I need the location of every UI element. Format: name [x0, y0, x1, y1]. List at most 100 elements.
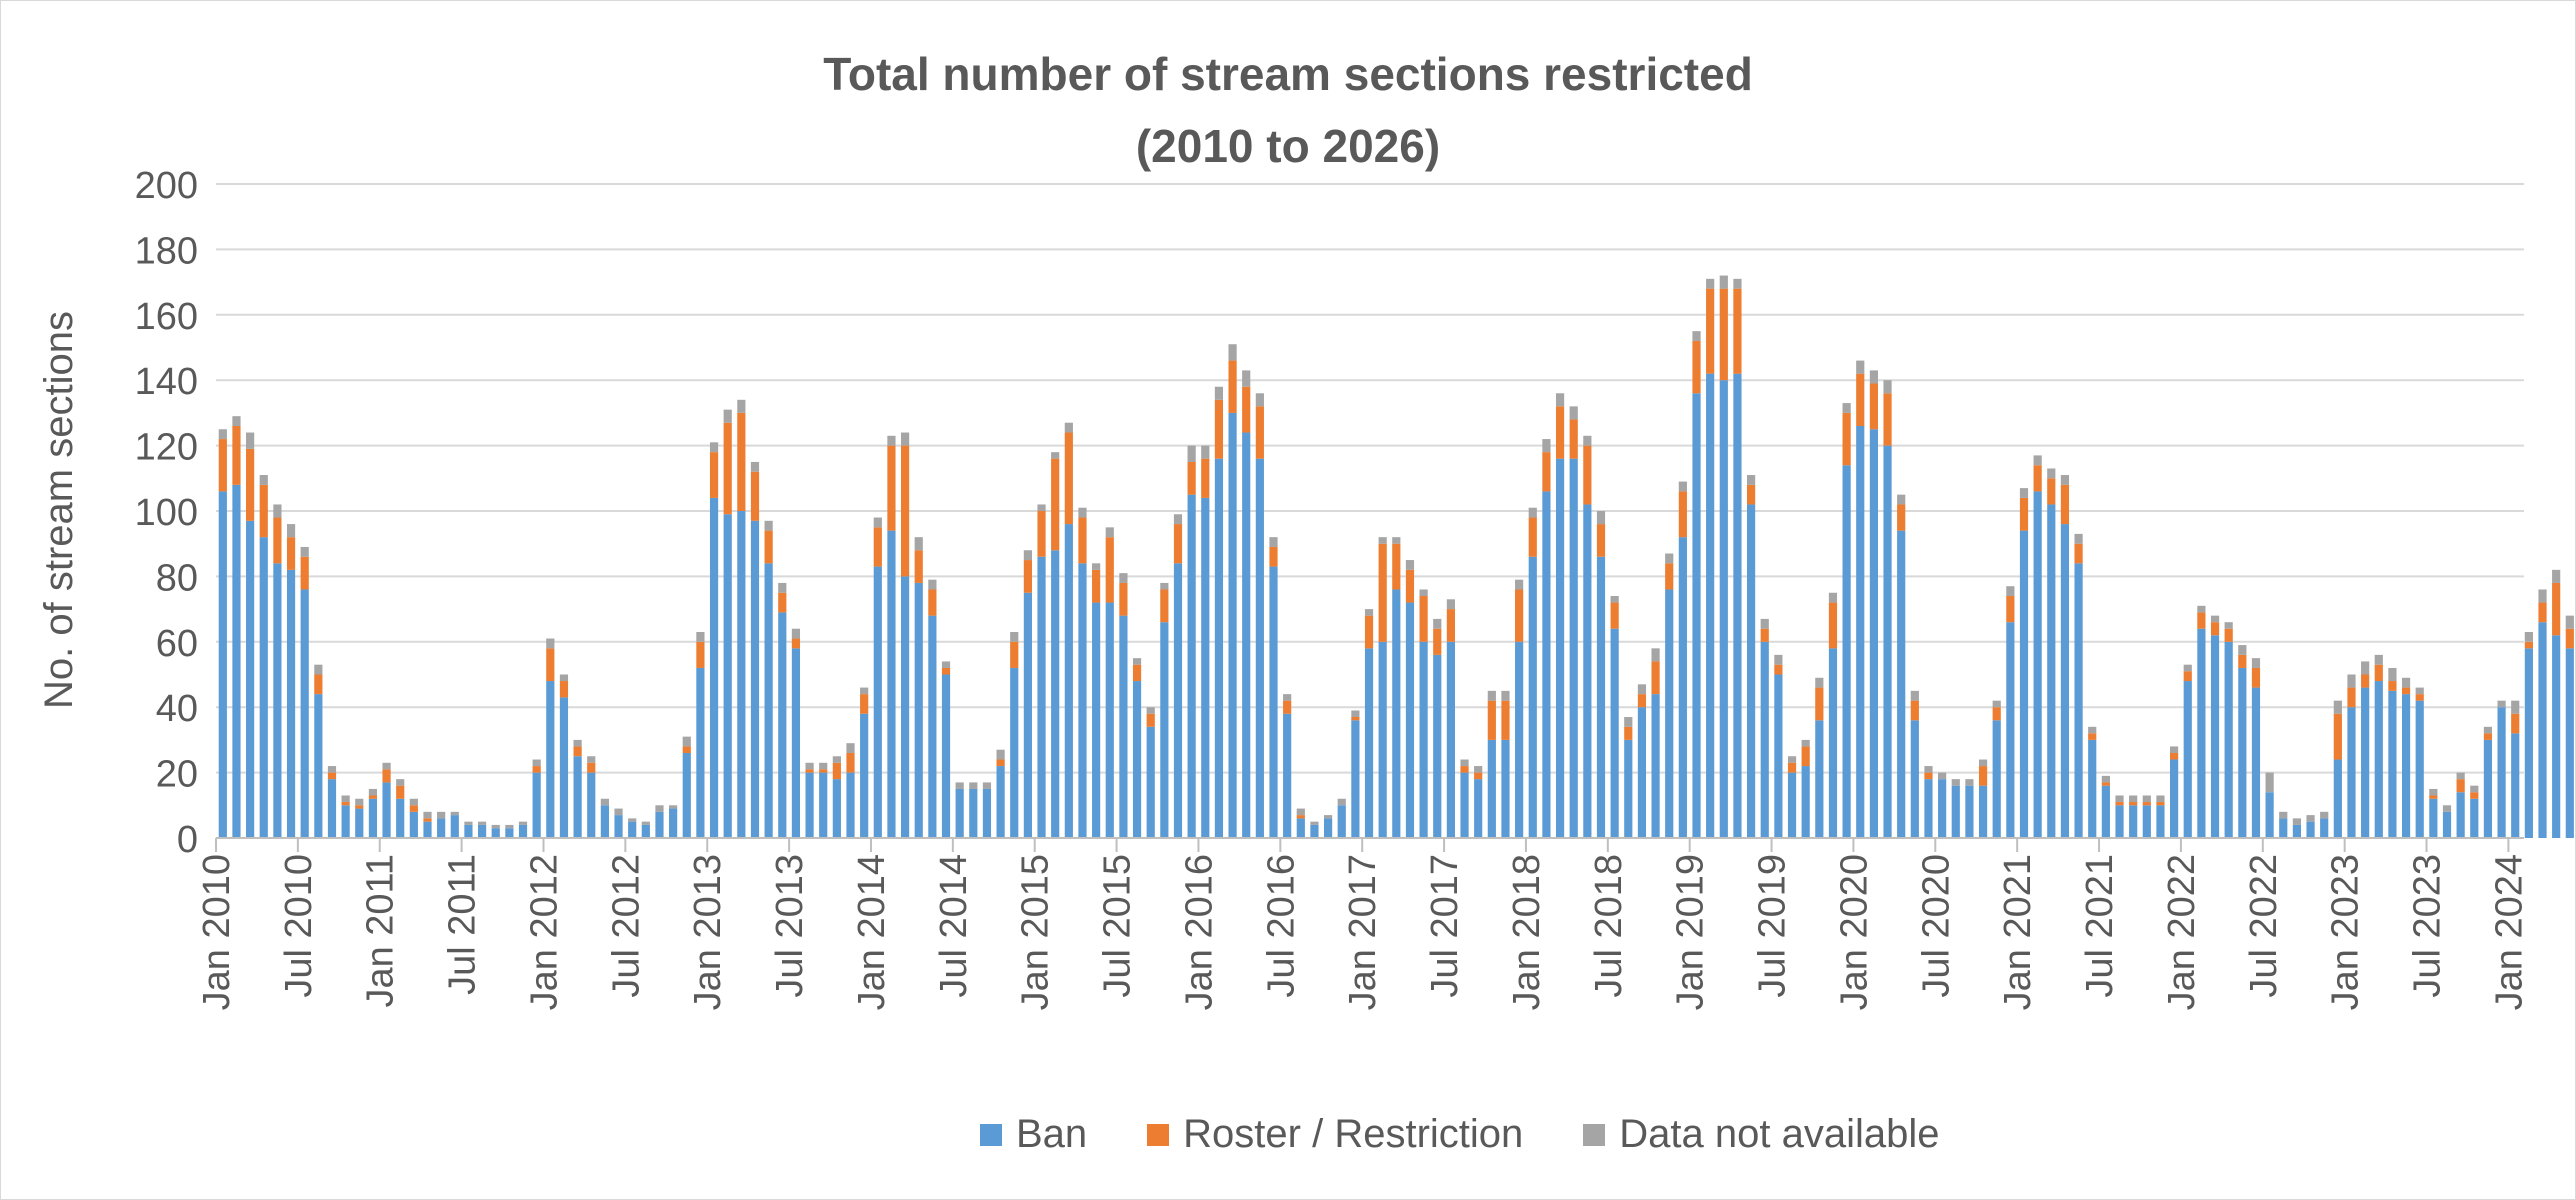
bar-segment-data-not-available	[1132, 658, 1142, 665]
bar-segment-data-not-available	[1883, 380, 1892, 394]
bar-segment-ban	[723, 514, 732, 838]
bar-segment-data-not-available	[1610, 596, 1619, 603]
bar-segment-roster-restriction	[1392, 543, 1401, 590]
bar-segment-data-not-available	[2129, 795, 2138, 803]
bar-segment-roster-restriction	[2470, 792, 2479, 799]
bar-segment-data-not-available	[982, 782, 992, 789]
bar-segment-ban	[1160, 622, 1169, 838]
bar-segment-ban	[1637, 707, 1647, 838]
bar-segment-data-not-available	[1733, 278, 1742, 289]
bar-segment-roster-restriction	[2415, 694, 2424, 701]
bar-segment-data-not-available	[1351, 710, 1360, 718]
x-tick-label: Jan 2017	[1342, 854, 1384, 1010]
bar-segment-data-not-available	[1119, 573, 1128, 583]
bar-segment-roster-restriction	[2047, 478, 2056, 505]
x-tick-label: Jul 2012	[605, 854, 647, 998]
bar-segment-data-not-available	[819, 762, 828, 770]
bar-segment-ban	[1978, 785, 1988, 838]
bar-segment-data-not-available	[491, 824, 500, 829]
bar-segment-data-not-available	[1938, 772, 1947, 780]
x-tick-label: Jul 2013	[769, 854, 811, 998]
bar-segment-ban	[1801, 766, 1810, 838]
bar-segment-roster-restriction	[1269, 546, 1278, 567]
bar-segment-ban	[764, 563, 773, 838]
y-tick-label: 180	[135, 230, 198, 272]
bar-segment-roster-restriction	[1528, 517, 1537, 557]
bar-segment-data-not-available	[1078, 507, 1087, 518]
bar-segment-data-not-available	[1105, 527, 1114, 538]
bar-segment-roster-restriction	[1883, 393, 1892, 446]
bar-segment-roster-restriction	[709, 452, 719, 498]
bar-segment-data-not-available	[396, 779, 405, 786]
bar-segment-ban	[2060, 524, 2070, 838]
bar-segment-data-not-available	[518, 821, 528, 825]
bar-segment-roster-restriction	[2019, 497, 2029, 531]
bar-segment-ban	[1392, 589, 1401, 838]
x-tick-label: Jul 2016	[1260, 854, 1302, 998]
bar-segment-data-not-available	[669, 805, 678, 809]
bar-segment-roster-restriction	[1542, 452, 1551, 492]
bar-segment-data-not-available	[2142, 795, 2151, 803]
bar-segment-data-not-available	[1815, 677, 1824, 688]
bar-segment-data-not-available	[1951, 779, 1960, 786]
bar-segment-roster-restriction	[382, 769, 391, 783]
bar-segment-ban	[1910, 720, 1919, 838]
bar-segment-data-not-available	[846, 743, 855, 753]
bar-segment-ban	[1733, 373, 1742, 838]
bar-segment-ban	[546, 681, 555, 838]
bar-segment-roster-restriction	[1351, 717, 1360, 721]
bar-segment-data-not-available	[1624, 717, 1633, 727]
bar-segment-data-not-available	[1242, 370, 1251, 387]
bar-segment-data-not-available	[2470, 785, 2479, 793]
bar-segment-data-not-available	[805, 762, 814, 770]
bar-segment-data-not-available	[914, 537, 923, 551]
bar-segment-roster-restriction	[1187, 461, 1196, 495]
bar-segment-ban	[314, 694, 323, 838]
bar-segment-roster-restriction	[1910, 700, 1919, 721]
bar-segment-ban	[1405, 602, 1415, 838]
bar-segment-roster-restriction	[2115, 802, 2124, 806]
bar-segment-ban	[396, 798, 405, 838]
bar-segment-ban	[559, 697, 569, 838]
bar-segment-data-not-available	[382, 762, 391, 770]
bar-segment-roster-restriction	[2333, 713, 2342, 760]
bar-segment-ban	[1665, 589, 1674, 838]
bar-segment-ban	[1924, 779, 1933, 838]
bar-segment-ban	[682, 752, 691, 838]
bar-segment-ban	[2006, 622, 2015, 838]
bar-segment-ban	[2142, 805, 2151, 838]
bar-segment-data-not-available	[355, 798, 364, 806]
bar-segment-data-not-available	[546, 638, 555, 649]
legend-label: Data not available	[1619, 1112, 1940, 1156]
bar-segment-data-not-available	[2320, 811, 2329, 819]
bar-segment-ban	[1173, 563, 1183, 838]
bar-segment-roster-restriction	[1146, 713, 1155, 727]
bar-segment-data-not-available	[2074, 533, 2083, 544]
bar-segment-roster-restriction	[941, 667, 951, 675]
bar-segment-ban	[1487, 739, 1496, 838]
bar-segment-data-not-available	[2552, 569, 2561, 583]
bar-segment-ban	[2483, 739, 2493, 838]
bar-segment-roster-restriction	[314, 674, 323, 695]
bar-segment-data-not-available	[1283, 694, 1292, 701]
bar-segment-ban	[2047, 504, 2056, 838]
bar-segment-ban	[1774, 674, 1783, 838]
bar-segment-data-not-available	[409, 798, 418, 806]
bar-segment-data-not-available	[1064, 422, 1073, 433]
bar-segment-roster-restriction	[1897, 504, 1906, 531]
legend-item: Roster / Restriction	[1147, 1112, 1523, 1157]
bar-segment-ban	[2292, 824, 2301, 838]
bar-segment-data-not-available	[1528, 507, 1537, 518]
bar-segment-data-not-available	[1405, 560, 1415, 570]
bar-segment-ban	[2279, 818, 2288, 838]
bar-segment-roster-restriction	[1610, 602, 1619, 629]
bar-segment-roster-restriction	[2374, 664, 2383, 682]
bar-segment-roster-restriction	[819, 769, 828, 773]
bar-segment-data-not-available	[1337, 798, 1346, 806]
bar-segment-ban	[914, 582, 923, 838]
bar-segment-data-not-available	[600, 798, 609, 806]
bar-segment-data-not-available	[1433, 618, 1442, 629]
bar-segment-data-not-available	[1146, 707, 1155, 714]
bar-segment-data-not-available	[1828, 592, 1838, 603]
